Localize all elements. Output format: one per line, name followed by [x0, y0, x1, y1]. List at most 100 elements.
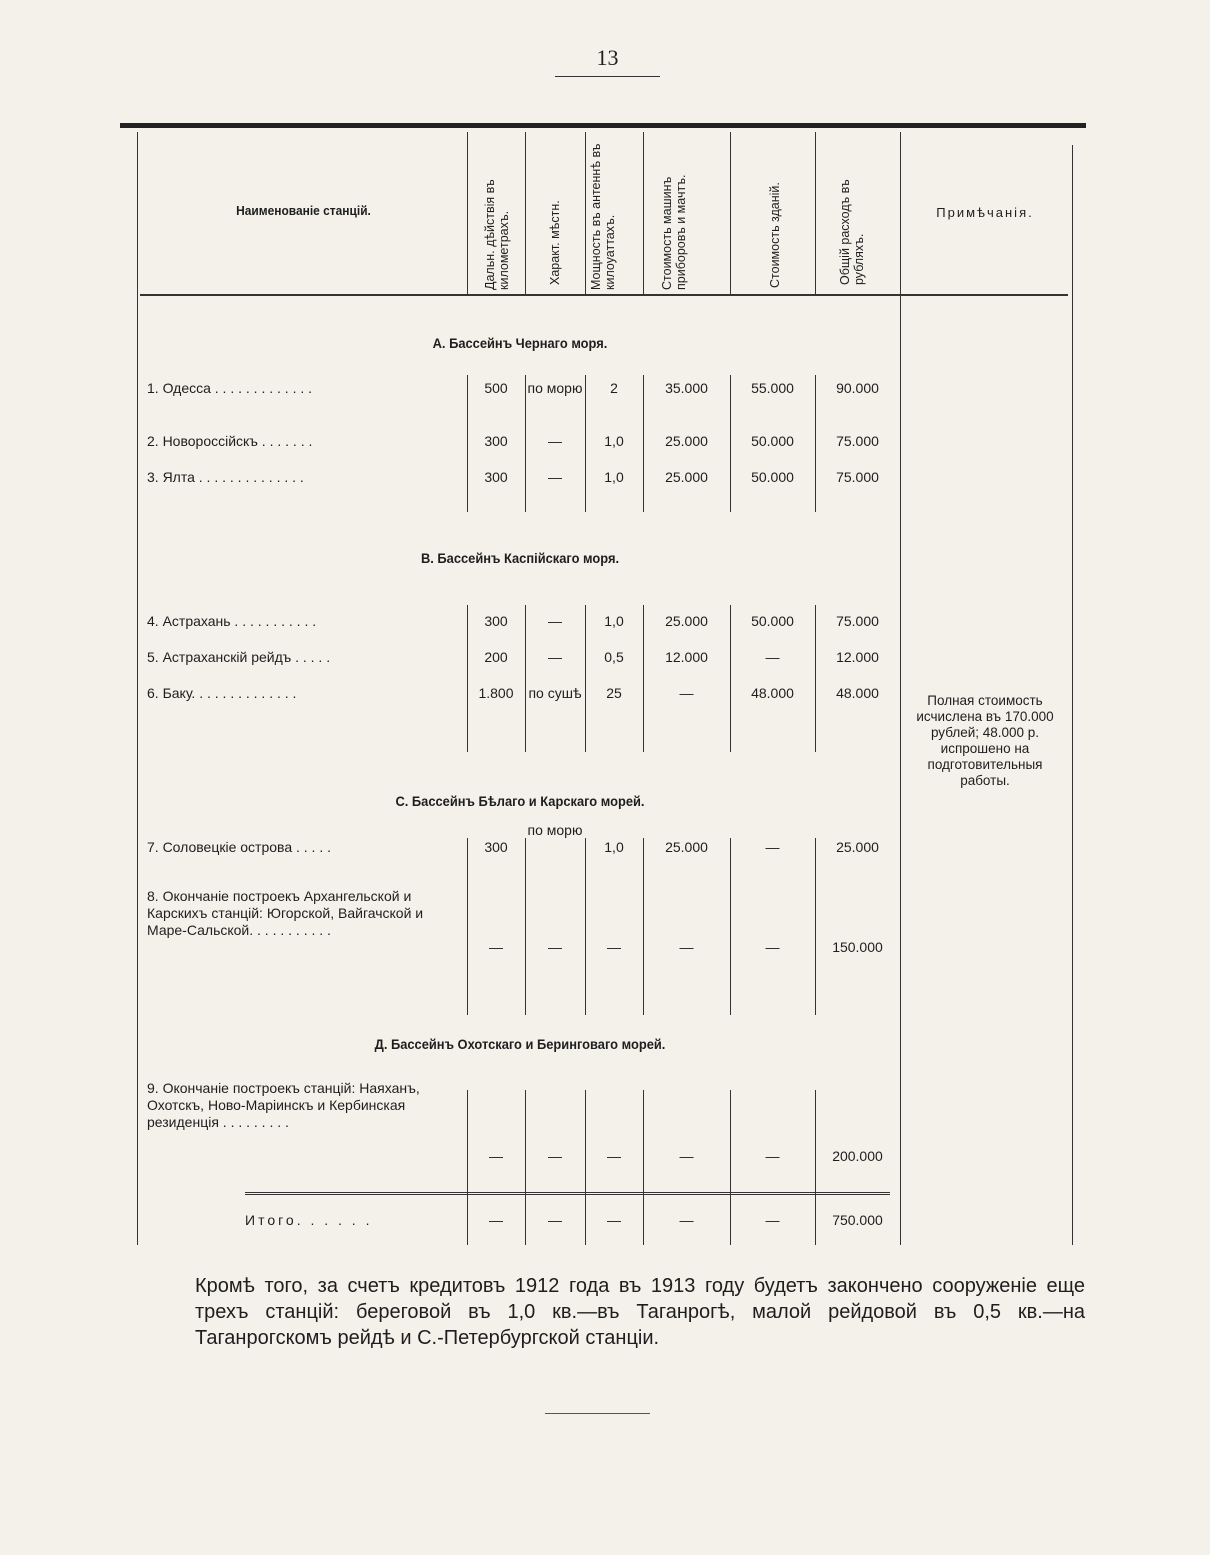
table-top-rule: [120, 123, 1086, 128]
cell-power: 1,0: [604, 433, 624, 449]
section-title: А. Бассейнъ Чернаго моря.: [432, 335, 608, 351]
cell-machines: 12.000: [665, 649, 708, 665]
cell-location: —: [548, 1148, 562, 1164]
total-buildings: —: [765, 1212, 780, 1228]
cell-range: 200: [484, 649, 508, 665]
cell-location: по морю: [527, 822, 583, 838]
column-divider: [525, 375, 526, 512]
column-divider: [730, 838, 731, 1015]
column-divider: [525, 132, 526, 294]
station-name: 9. Окончаніе построекъ станцій: Наяханъ,…: [147, 1080, 420, 1130]
column-divider: [467, 838, 468, 1015]
column-divider: [730, 1090, 731, 1245]
column-divider: [815, 132, 816, 294]
cell-range: 300: [484, 613, 508, 629]
cell-location: по морю: [527, 380, 583, 396]
column-divider: [585, 132, 586, 294]
header-machines: Стоимость машинъ приборовъ и мачтъ.: [660, 174, 688, 290]
cell-power: —: [607, 1148, 621, 1164]
cell-buildings: —: [765, 839, 780, 855]
total-rule: [245, 1192, 890, 1195]
column-divider: [643, 1090, 644, 1245]
page-number: 13: [596, 45, 619, 70]
cell-total: 150.000: [832, 939, 883, 955]
cell-range: 300: [484, 469, 508, 485]
header-name: Наименованіе станцій.: [236, 203, 371, 218]
cell-power: 0,5: [604, 649, 624, 665]
column-divider: [467, 132, 468, 294]
body-paragraph: Кромѣ того, за счетъ кредитовъ 1912 года…: [195, 1275, 1085, 1349]
column-divider: [643, 375, 644, 512]
cell-power: 25: [606, 685, 622, 701]
column-divider: [585, 838, 586, 1015]
column-divider: [525, 605, 526, 752]
cell-location: —: [548, 433, 562, 449]
cell-machines: 25.000: [665, 613, 708, 629]
column-divider: [525, 838, 526, 1015]
column-divider: [643, 838, 644, 1015]
total-label: Итого. . . . . .: [245, 1212, 373, 1228]
note-text: Полная стоимость исчислена въ 170.000 ру…: [916, 693, 1054, 788]
section-title: Д. Бассейнъ Охотскаго и Беринговаго море…: [374, 1036, 666, 1052]
cell-machines: 25.000: [665, 433, 708, 449]
cell-power: 1,0: [604, 839, 624, 855]
section-title: С. Бассейнъ Бѣлаго и Карскаго морей.: [395, 793, 645, 809]
header-power: Мощность въ антеннѣ въ килоуаттахъ.: [589, 143, 617, 290]
header-notes: Примѣчанія.: [936, 205, 1034, 220]
cell-total: 75.000: [836, 613, 879, 629]
cell-buildings: 55.000: [751, 380, 794, 396]
cell-buildings: 50.000: [751, 433, 794, 449]
column-divider: [643, 605, 644, 752]
cell-total: 12.000: [836, 649, 879, 665]
divider: [545, 1413, 650, 1414]
column-divider: [815, 605, 816, 752]
column-divider: [585, 1090, 586, 1245]
cell-location: —: [548, 469, 562, 485]
total-power: —: [607, 1212, 621, 1228]
cell-range: 300: [484, 839, 508, 855]
cell-power: 2: [610, 380, 618, 396]
column-divider: [467, 375, 468, 512]
station-name: 7. Соловецкіе острова . . . . .: [147, 839, 331, 855]
station-name: 5. Астраханскій рейдъ . . . . .: [147, 649, 331, 665]
column-divider: [467, 605, 468, 752]
column-divider: [585, 605, 586, 752]
table-border: [1072, 145, 1073, 1245]
cell-buildings: 48.000: [751, 685, 794, 701]
cell-power: 1,0: [604, 469, 624, 485]
cell-total: 90.000: [836, 380, 879, 396]
column-divider: [815, 1090, 816, 1245]
cell-machines: —: [679, 939, 694, 955]
table-border: [137, 132, 138, 1245]
table-border: [900, 132, 901, 1245]
column-divider: [815, 838, 816, 1015]
divider: [555, 76, 660, 77]
cell-location: —: [548, 613, 562, 629]
column-divider: [815, 375, 816, 512]
cell-total: 75.000: [836, 469, 879, 485]
station-name: 4. Астрахань . . . . . . . . . . .: [147, 613, 317, 629]
station-name: 2. Новороссійскъ . . . . . . .: [147, 433, 313, 449]
cell-machines: —: [679, 1148, 694, 1164]
total-machines: —: [679, 1212, 694, 1228]
cell-range: —: [489, 1148, 503, 1164]
cell-location: —: [548, 939, 562, 955]
cell-machines: 35.000: [665, 380, 708, 396]
cell-location: —: [548, 649, 562, 665]
column-divider: [730, 605, 731, 752]
total-total: 750.000: [832, 1212, 883, 1228]
header-rule: [140, 294, 1068, 296]
cell-machines: 25.000: [665, 469, 708, 485]
station-name: 6. Баку. . . . . . . . . . . . . .: [147, 685, 297, 701]
column-divider: [730, 375, 731, 512]
cell-machines: 25.000: [665, 839, 708, 855]
cell-buildings: —: [765, 1148, 780, 1164]
station-name: 3. Ялта . . . . . . . . . . . . . .: [147, 469, 304, 485]
cell-power: 1,0: [604, 613, 624, 629]
cell-range: —: [489, 939, 503, 955]
cell-total: 48.000: [836, 685, 879, 701]
cell-range: 500: [484, 380, 508, 396]
cell-location: по сушѣ: [528, 685, 582, 701]
cell-total: 75.000: [836, 433, 879, 449]
